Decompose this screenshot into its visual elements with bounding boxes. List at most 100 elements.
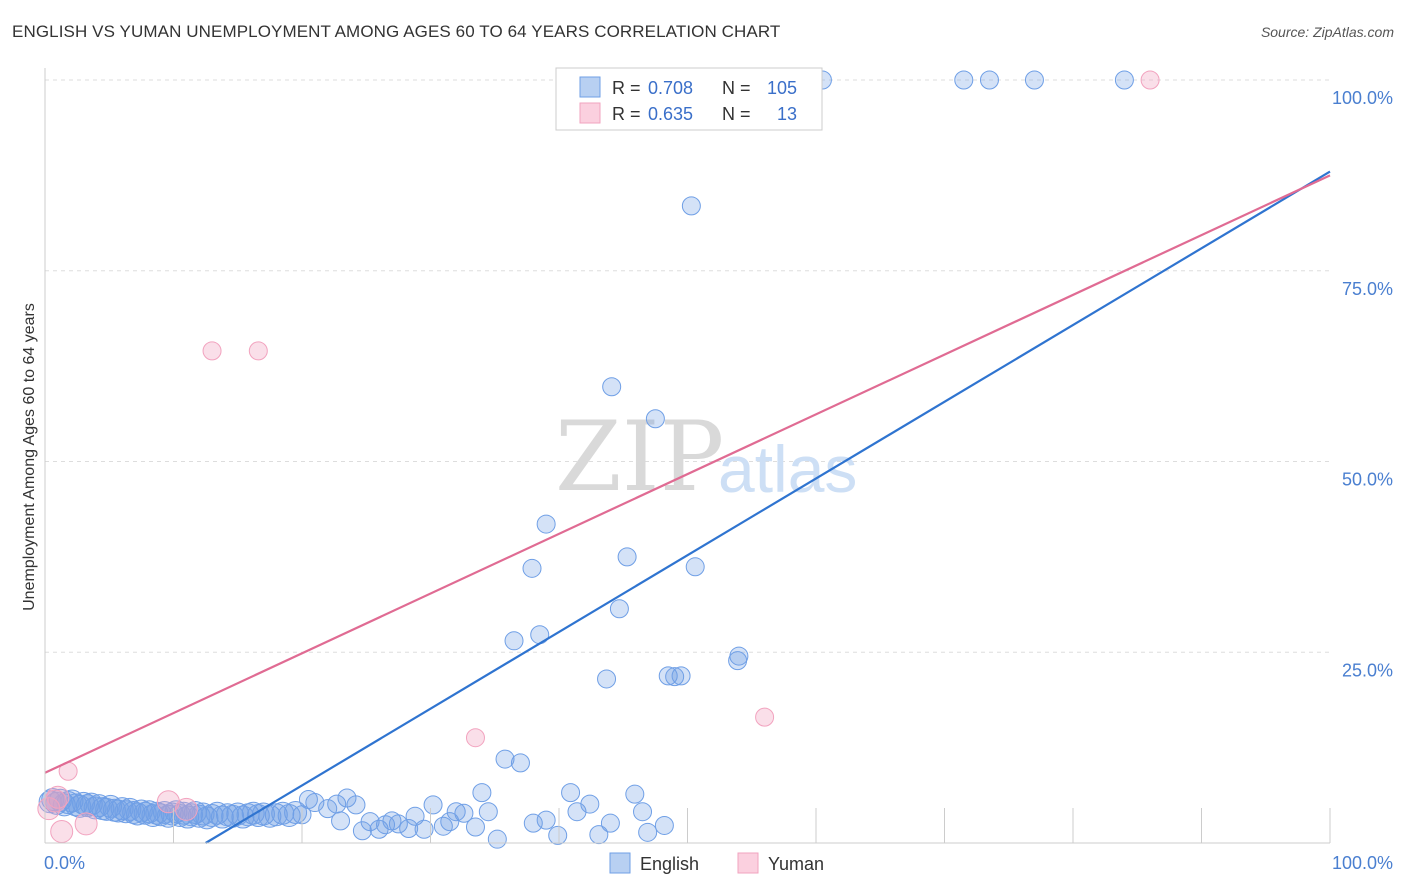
english-point <box>79 792 103 816</box>
english-point <box>487 829 507 849</box>
english-point <box>654 815 674 835</box>
chart-title: ENGLISH VS YUMAN UNEMPLOYMENT AMONG AGES… <box>12 22 781 41</box>
english-point <box>478 802 498 822</box>
english-point <box>979 70 999 90</box>
series-legend: English Yuman <box>609 852 824 874</box>
english-point <box>305 793 325 813</box>
english-point <box>160 802 184 826</box>
english-point <box>405 806 425 826</box>
y-tick-label: 75.0% <box>1342 279 1393 299</box>
english-point <box>465 817 485 837</box>
english-trendline <box>205 170 1331 844</box>
english-point <box>638 822 658 842</box>
english-point <box>99 794 123 818</box>
stats-legend-english-n: 105 <box>767 78 797 98</box>
english-point <box>72 791 96 815</box>
english-point <box>399 819 419 839</box>
legend-english-label: English <box>640 854 699 874</box>
watermark-zip: ZIP <box>555 401 724 513</box>
english-point <box>318 799 338 819</box>
english-point <box>149 803 173 827</box>
english-point <box>589 825 609 845</box>
english-point <box>172 801 196 825</box>
english-point <box>685 557 705 577</box>
stats-legend-yuman-n-label: N = <box>722 104 751 124</box>
legend-yuman-swatch <box>737 852 759 874</box>
english-point <box>523 813 543 833</box>
stats-legend: R = 0.708 N = 105 R = 0.635 N = 13 <box>555 67 823 131</box>
english-point <box>681 196 701 216</box>
english-point <box>388 814 408 834</box>
stats-legend-english-swatch <box>579 76 601 98</box>
english-point <box>346 795 366 815</box>
english-point <box>561 783 581 803</box>
axis-layer: 25.0% 50.0% 75.0% 100.0% 0.0% 100.0% <box>44 68 1393 873</box>
english-point <box>495 749 515 769</box>
yuman-point <box>174 797 198 821</box>
english-point <box>472 783 492 803</box>
stats-legend-yuman-r: 0.635 <box>648 104 693 124</box>
chart-source: Source: ZipAtlas.com <box>1260 24 1394 40</box>
x-tick-label: 0.0% <box>44 853 85 873</box>
english-point <box>423 795 443 815</box>
yuman-point <box>755 707 775 727</box>
english-point <box>617 547 637 567</box>
yuman-point <box>50 820 74 844</box>
y-tick-label: 25.0% <box>1342 660 1393 680</box>
stats-legend-english-r: 0.708 <box>648 78 693 98</box>
english-point <box>440 812 460 832</box>
english-point <box>954 70 974 90</box>
trend-layer <box>44 170 1331 844</box>
english-point <box>1024 70 1044 90</box>
stats-legend-yuman-n: 13 <box>777 104 797 124</box>
yuman-point <box>202 341 222 361</box>
yuman-trendline <box>44 174 1331 774</box>
english-point <box>129 799 153 823</box>
english-point <box>446 802 466 822</box>
yuman-point <box>465 728 485 748</box>
english-point <box>187 804 211 828</box>
legend-english-swatch <box>609 852 631 874</box>
english-point <box>536 514 556 534</box>
stats-legend-english-n-label: N = <box>722 78 751 98</box>
yuman-point <box>37 797 61 821</box>
english-point <box>504 631 524 651</box>
english-point <box>1114 70 1134 90</box>
stats-legend-english-r-label: R = <box>612 78 641 98</box>
english-point <box>548 825 568 845</box>
yuman-point <box>248 341 268 361</box>
english-point <box>118 797 142 821</box>
english-point <box>600 813 620 833</box>
english-point <box>510 753 530 773</box>
english-point <box>284 800 308 824</box>
english-point <box>176 805 200 829</box>
yuman-point <box>156 790 180 814</box>
english-point <box>75 794 99 818</box>
x-tick-label: 100.0% <box>1332 853 1393 873</box>
english-point <box>609 599 629 619</box>
english-point <box>645 409 665 429</box>
y-tick-label: 50.0% <box>1342 470 1393 490</box>
yuman-point <box>46 785 70 809</box>
english-point <box>602 377 622 397</box>
english-point <box>671 666 691 686</box>
points-layer <box>37 70 1160 849</box>
english-point <box>536 810 556 830</box>
watermark-atlas: atlas <box>718 432 857 506</box>
y-tick-label: 100.0% <box>1332 88 1393 108</box>
english-point <box>522 558 542 578</box>
yuman-point <box>74 812 98 836</box>
english-point <box>168 804 192 828</box>
english-point <box>633 802 653 822</box>
yuman-point <box>43 789 67 813</box>
english-point <box>580 794 600 814</box>
english-point <box>414 819 434 839</box>
english-point <box>597 669 617 689</box>
stats-legend-yuman-swatch <box>579 102 601 124</box>
stats-legend-yuman-r-label: R = <box>612 104 641 124</box>
english-point <box>665 667 685 687</box>
english-point <box>454 803 474 823</box>
yuman-point <box>1140 70 1160 90</box>
english-point <box>625 784 645 804</box>
